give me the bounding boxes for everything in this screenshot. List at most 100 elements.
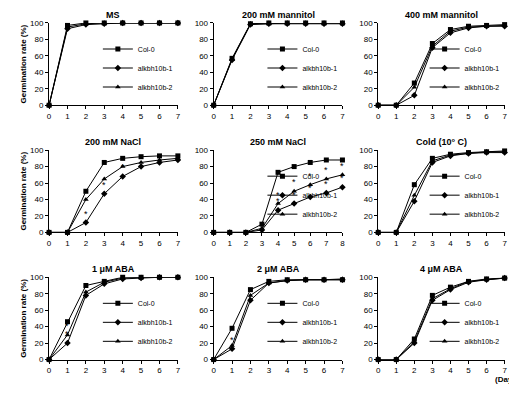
svg-text:4: 4 [276,239,281,248]
svg-text:Cold (10° C): Cold (10° C) [416,137,467,147]
svg-text:80: 80 [199,35,208,44]
svg-text:2 μM ABA: 2 μM ABA [257,264,300,274]
svg-text:Germination rate (%): Germination rate (%) [19,24,28,103]
svg-text:6: 6 [308,239,313,248]
svg-text:*: * [276,190,280,200]
svg-text:Col-0: Col-0 [138,300,155,307]
svg-text:60: 60 [35,179,44,188]
svg-text:6: 6 [157,112,162,121]
svg-text:1: 1 [230,366,235,375]
svg-text:80: 80 [364,35,373,44]
svg-text:20: 20 [35,212,44,221]
svg-text:0: 0 [39,101,44,110]
svg-text:MS: MS [106,10,120,20]
svg-text:alkbh10b-1: alkbh10b-1 [302,319,337,326]
svg-text:*: * [340,161,344,171]
svg-text:40: 40 [364,68,373,77]
svg-text:*: * [340,173,344,183]
svg-text:alkbh10b-2: alkbh10b-2 [302,84,337,91]
svg-text:*: * [121,162,125,172]
svg-text:200 mM NaCl: 200 mM NaCl [85,137,141,147]
svg-text:alkbh10b-1: alkbh10b-1 [465,319,500,326]
svg-text:7: 7 [502,112,507,121]
svg-text:100: 100 [195,19,209,28]
svg-text:4: 4 [120,239,125,248]
svg-text:5: 5 [303,112,308,121]
svg-text:60: 60 [199,179,208,188]
svg-text:5: 5 [292,239,297,248]
svg-text:60: 60 [199,52,208,61]
svg-text:alkbh10b-1: alkbh10b-1 [138,65,173,72]
svg-text:7: 7 [176,239,181,248]
svg-text:alkbh10b-1: alkbh10b-1 [465,65,500,72]
svg-text:alkbh10b-2: alkbh10b-2 [302,338,337,345]
svg-text:2: 2 [248,366,253,375]
svg-text:20: 20 [199,339,208,348]
svg-text:alkbh10b-1: alkbh10b-1 [302,65,337,72]
svg-text:*: * [324,179,328,189]
svg-text:2: 2 [412,366,417,375]
svg-text:60: 60 [199,306,208,315]
svg-text:100: 100 [30,19,44,28]
svg-text:1: 1 [394,112,399,121]
svg-text:40: 40 [35,195,44,204]
svg-text:60: 60 [364,306,373,315]
svg-text:Col-0: Col-0 [302,46,319,53]
svg-text:Germination rate (%): Germination rate (%) [19,152,28,231]
svg-text:2: 2 [84,366,89,375]
svg-text:7: 7 [340,366,345,375]
svg-text:40: 40 [199,322,208,331]
svg-text:alkbh10b-2: alkbh10b-2 [465,84,500,91]
svg-text:0: 0 [39,228,44,237]
svg-text:3: 3 [102,112,107,121]
svg-text:0: 0 [211,366,216,375]
svg-text:4: 4 [285,112,290,121]
svg-text:400 mM mannitol: 400 mM mannitol [405,10,478,20]
svg-text:20: 20 [364,339,373,348]
svg-text:Col-0: Col-0 [302,173,319,180]
svg-text:2: 2 [412,112,417,121]
svg-text:7: 7 [324,239,329,248]
svg-text:6: 6 [484,112,489,121]
svg-text:alkbh10b-1: alkbh10b-1 [302,192,337,199]
svg-text:alkbh10b-2: alkbh10b-2 [465,211,500,218]
svg-text:5: 5 [466,112,471,121]
svg-text:3: 3 [267,366,272,375]
svg-text:7: 7 [340,112,345,121]
svg-text:Col-0: Col-0 [465,46,482,53]
svg-text:6: 6 [322,366,327,375]
svg-text:7: 7 [176,112,181,121]
svg-text:*: * [230,335,234,345]
svg-text:*: * [102,180,106,190]
svg-text:7: 7 [176,366,181,375]
svg-text:0: 0 [47,239,52,248]
svg-text:1: 1 [228,239,233,248]
svg-text:100: 100 [195,146,209,155]
svg-text:0: 0 [39,355,44,364]
svg-text:4: 4 [120,366,125,375]
svg-text:1: 1 [65,112,70,121]
svg-text:80: 80 [199,290,208,299]
svg-text:20: 20 [35,339,44,348]
svg-text:5: 5 [466,239,471,248]
svg-text:0: 0 [376,112,381,121]
svg-text:60: 60 [35,306,44,315]
svg-text:0: 0 [204,355,209,364]
svg-text:1: 1 [65,366,70,375]
svg-text:6: 6 [484,366,489,375]
svg-text:5: 5 [466,366,471,375]
svg-text:(Day): (Day) [495,375,509,384]
svg-text:20: 20 [364,85,373,94]
svg-text:*: * [84,209,88,219]
svg-text:40: 40 [364,195,373,204]
svg-text:40: 40 [35,322,44,331]
svg-text:80: 80 [35,35,44,44]
svg-text:6: 6 [157,366,162,375]
svg-text:20: 20 [199,85,208,94]
svg-text:2: 2 [84,239,89,248]
svg-text:5: 5 [303,366,308,375]
svg-text:40: 40 [364,322,373,331]
svg-text:5: 5 [139,239,144,248]
svg-text:4: 4 [448,366,453,375]
svg-text:100: 100 [30,273,44,282]
